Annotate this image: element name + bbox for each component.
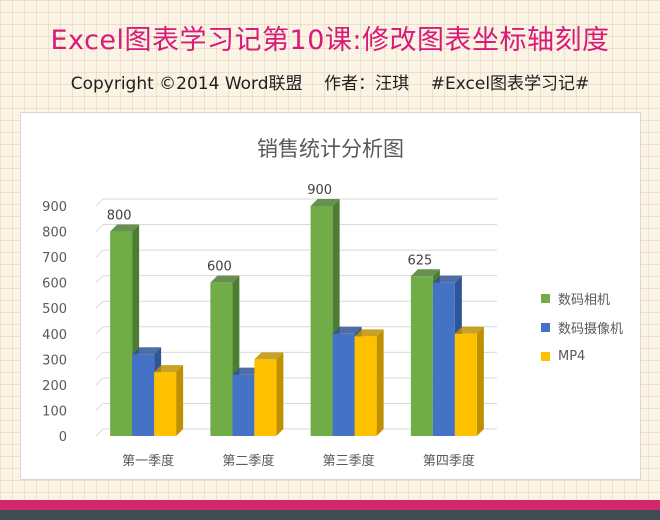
- x-tick-label: 第三季度: [323, 453, 375, 469]
- legend-swatch: [541, 351, 550, 361]
- x-tick-label: 第一季度: [122, 453, 174, 469]
- data-label: 625: [407, 253, 432, 268]
- bar-top: [432, 275, 462, 283]
- y-tick-label: 500: [42, 302, 67, 317]
- bar-side: [476, 326, 484, 436]
- gridline-slant: [95, 428, 104, 437]
- bar: [254, 359, 277, 436]
- chart-legend: 数码相机数码摄像机 MP4: [541, 291, 623, 378]
- chart-title: 销售统计分析图: [257, 137, 404, 161]
- gridline-slant: [95, 224, 104, 232]
- legend-item: MP4: [541, 348, 623, 364]
- y-tick-label: 100: [42, 404, 67, 419]
- bar: [410, 276, 433, 436]
- legend-label: 数码相机: [558, 292, 611, 308]
- bar: [332, 333, 355, 436]
- bar: [232, 374, 255, 436]
- gridline-slant: [95, 300, 104, 309]
- bar-top: [454, 326, 484, 334]
- legend-label: 数码摄像机: [558, 321, 624, 337]
- gridline-slant: [95, 377, 104, 386]
- bar: [432, 282, 455, 436]
- bar: [110, 231, 133, 436]
- footer-band-dark: [0, 510, 660, 520]
- bar-top: [410, 269, 440, 277]
- bar-top: [354, 329, 384, 337]
- bar-top: [310, 199, 340, 206]
- copyright-subtitle: Copyright ©2014 Word联盟 作者：汪琪 #Excel图表学习记…: [70, 74, 590, 94]
- bar-top: [232, 367, 262, 375]
- y-tick-label: 600: [42, 277, 67, 292]
- bar-top: [210, 275, 240, 283]
- page-title: Excel图表学习记第10课:修改图表坐标轴刻度: [50, 25, 610, 56]
- legend-swatch: [541, 293, 550, 303]
- x-tick-label: 第二季度: [222, 453, 274, 469]
- bar: [354, 336, 377, 436]
- bar-top: [110, 224, 140, 232]
- y-tick-label: 800: [42, 226, 67, 241]
- x-tick-label: 第四季度: [423, 453, 475, 469]
- bar: [132, 354, 155, 436]
- bar-side: [376, 329, 384, 436]
- chart-card: 销售统计分析图 0 100 200 300 400 500 600 700 800 900 800 第…: [20, 112, 641, 480]
- bar-top: [254, 352, 284, 360]
- data-label: 900: [307, 183, 332, 198]
- gridline-slant: [95, 403, 104, 411]
- y-tick-label: 200: [42, 379, 67, 394]
- bar: [154, 372, 177, 436]
- gridline-slant: [95, 326, 104, 335]
- gridline-slant: [95, 249, 104, 258]
- bar-side: [176, 365, 184, 436]
- y-tick-label: 900: [42, 200, 67, 215]
- bar-side: [276, 352, 284, 436]
- bar-top: [154, 365, 184, 373]
- y-tick-label: 400: [42, 328, 67, 343]
- gridline-slant: [95, 198, 104, 207]
- legend-label: MP4: [558, 348, 586, 364]
- bar-top: [132, 347, 162, 355]
- gridline-slant: [95, 275, 104, 284]
- bar: [454, 333, 477, 436]
- y-tick-label: 0: [59, 430, 67, 445]
- legend-swatch: [541, 322, 550, 332]
- y-tick-label: 300: [42, 353, 67, 368]
- y-tick-label: 700: [42, 251, 67, 266]
- legend-item: 数码相机: [541, 291, 623, 308]
- footer-band-pink: [0, 500, 660, 510]
- chart-plot: 0 100 200 300 400 500 600 700 800 900 800 第一季度 600 第二…: [42, 183, 497, 469]
- data-label: 600: [207, 260, 232, 275]
- gridline-slant: [95, 351, 104, 360]
- bar: [210, 282, 233, 436]
- data-label: 800: [107, 209, 132, 224]
- legend-item: 数码摄像机: [541, 320, 624, 337]
- bar-top: [332, 326, 362, 334]
- bar: [310, 206, 333, 436]
